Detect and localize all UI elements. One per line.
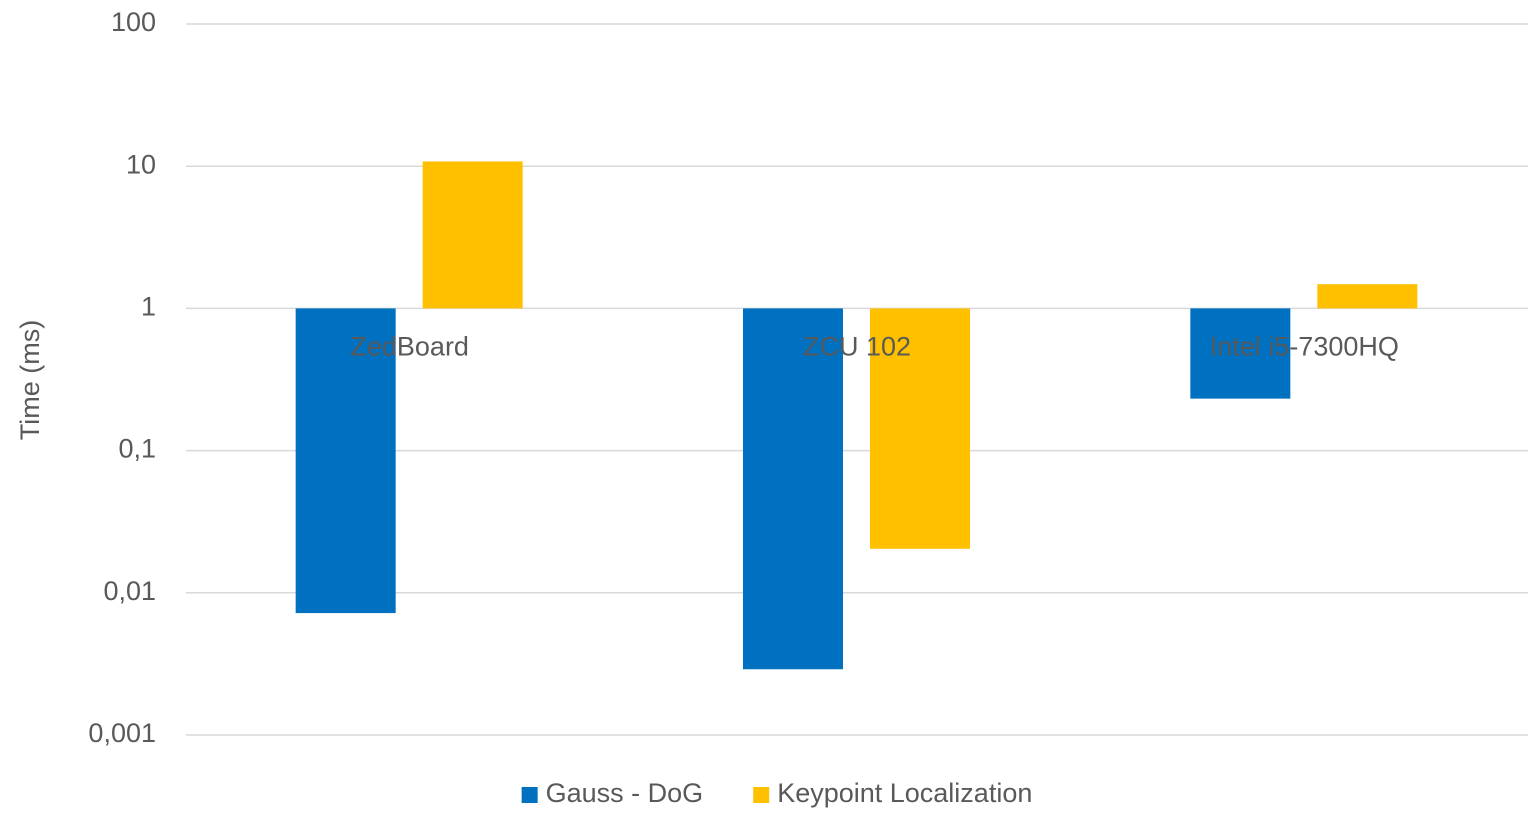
y-tick-label: 0,01 <box>103 576 156 606</box>
y-tick-label: 10 <box>126 149 156 179</box>
y-tick-label: 0,001 <box>88 718 156 748</box>
legend-swatch <box>753 787 770 803</box>
legend-label: Keypoint Localization <box>777 778 1032 808</box>
bar <box>1190 308 1291 399</box>
bar <box>422 161 523 309</box>
legend-swatch <box>521 787 538 803</box>
legend-label: Gauss - DoG <box>546 778 704 808</box>
y-axis-title: Time (ms) <box>15 320 45 440</box>
bar <box>743 308 843 670</box>
x-tick-label: Intel i5-7300HQ <box>1210 332 1399 362</box>
x-tick-label: ZedBoard <box>350 332 469 362</box>
bar <box>870 308 970 549</box>
bar <box>1317 284 1418 309</box>
bar <box>295 308 396 614</box>
y-tick-label: 100 <box>111 7 156 37</box>
y-tick-label: 1 <box>141 292 156 322</box>
y-tick-label: 0,1 <box>118 434 156 464</box>
x-tick-label: ZCU 102 <box>803 332 911 362</box>
